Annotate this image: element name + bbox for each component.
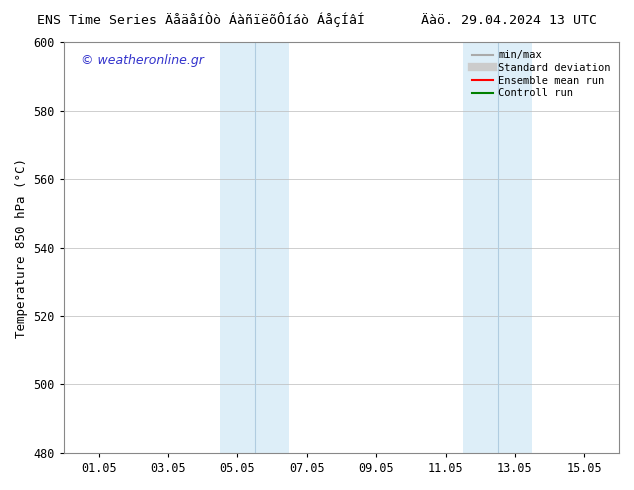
Text: © weatheronline.gr: © weatheronline.gr [81,54,204,68]
Bar [498,42,533,453]
Bar [255,42,290,453]
Bar [463,42,498,453]
Y-axis label: Temperature 850 hPa (°C): Temperature 850 hPa (°C) [15,157,28,338]
Text: ENS Time Series ÄåäåíÒò ÁàñïëõÔíáò ÁåçÍâÍ       Äàö. 29.04.2024 13 UTC: ENS Time Series ÄåäåíÒò ÁàñïëõÔíáò ÁåçÍâ… [37,12,597,27]
Bar [220,42,255,453]
Legend: min/max, Standard deviation, Ensemble mean run, Controll run: min/max, Standard deviation, Ensemble me… [469,47,614,101]
